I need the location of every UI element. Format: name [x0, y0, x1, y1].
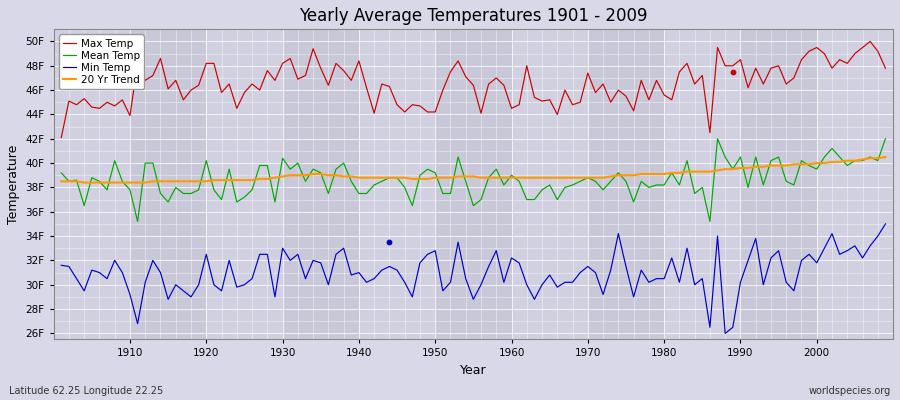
Text: Latitude 62.25 Longitude 22.25: Latitude 62.25 Longitude 22.25 — [9, 386, 163, 396]
Max Temp — [865, 39, 876, 44]
Bar — [130, 29, 206, 340]
Mean Temp — [292, 161, 303, 166]
Line: Mean Temp: Mean Temp — [61, 139, 886, 222]
Min Temp — [117, 270, 128, 275]
20 Yr Trend — [292, 173, 303, 178]
20 Yr Trend — [506, 175, 517, 180]
Min Temp — [499, 280, 509, 285]
Line: Max Temp: Max Temp — [61, 42, 886, 138]
Mean Temp — [56, 170, 67, 175]
Bar — [283, 29, 359, 340]
Max Temp — [284, 56, 295, 61]
20 Yr Trend — [606, 174, 616, 179]
Line: Min Temp: Min Temp — [61, 224, 886, 333]
20 Yr Trend — [124, 180, 135, 185]
20 Yr Trend — [338, 174, 349, 179]
Mean Temp — [880, 136, 891, 141]
20 Yr Trend — [514, 175, 525, 180]
Mean Temp — [514, 179, 525, 184]
Max Temp — [117, 98, 128, 102]
Mean Temp — [606, 179, 616, 184]
Min Temp — [880, 222, 891, 226]
Mean Temp — [132, 219, 143, 224]
Bar — [816, 29, 893, 340]
Bar — [54, 29, 130, 340]
Max Temp — [499, 83, 509, 88]
X-axis label: Year: Year — [460, 364, 487, 377]
Min Temp — [284, 258, 295, 263]
Bar — [664, 29, 741, 340]
Max Temp — [506, 106, 517, 111]
Bar — [206, 29, 283, 340]
Mean Temp — [338, 161, 349, 166]
Mean Temp — [117, 179, 128, 184]
20 Yr Trend — [880, 155, 891, 160]
Y-axis label: Temperature: Temperature — [7, 145, 20, 224]
Min Temp — [720, 331, 731, 336]
Min Temp — [598, 292, 608, 297]
Max Temp — [598, 82, 608, 86]
Legend: Max Temp, Mean Temp, Min Temp, 20 Yr Trend: Max Temp, Mean Temp, Min Temp, 20 Yr Tre… — [58, 34, 144, 89]
Max Temp — [330, 61, 341, 66]
Point — [382, 239, 397, 245]
Line: 20 Yr Trend: 20 Yr Trend — [61, 157, 886, 182]
Min Temp — [330, 252, 341, 257]
Bar — [741, 29, 816, 340]
Bar — [359, 29, 436, 340]
Bar — [436, 29, 511, 340]
Bar — [588, 29, 664, 340]
Bar — [511, 29, 588, 340]
Max Temp — [880, 66, 891, 71]
Max Temp — [56, 135, 67, 140]
Min Temp — [506, 256, 517, 260]
Min Temp — [56, 263, 67, 268]
20 Yr Trend — [56, 179, 67, 184]
20 Yr Trend — [79, 180, 90, 185]
Text: worldspecies.org: worldspecies.org — [809, 386, 891, 396]
Title: Yearly Average Temperatures 1901 - 2009: Yearly Average Temperatures 1901 - 2009 — [299, 7, 648, 25]
Mean Temp — [506, 173, 517, 178]
Mean Temp — [712, 136, 723, 141]
Point — [725, 69, 740, 75]
